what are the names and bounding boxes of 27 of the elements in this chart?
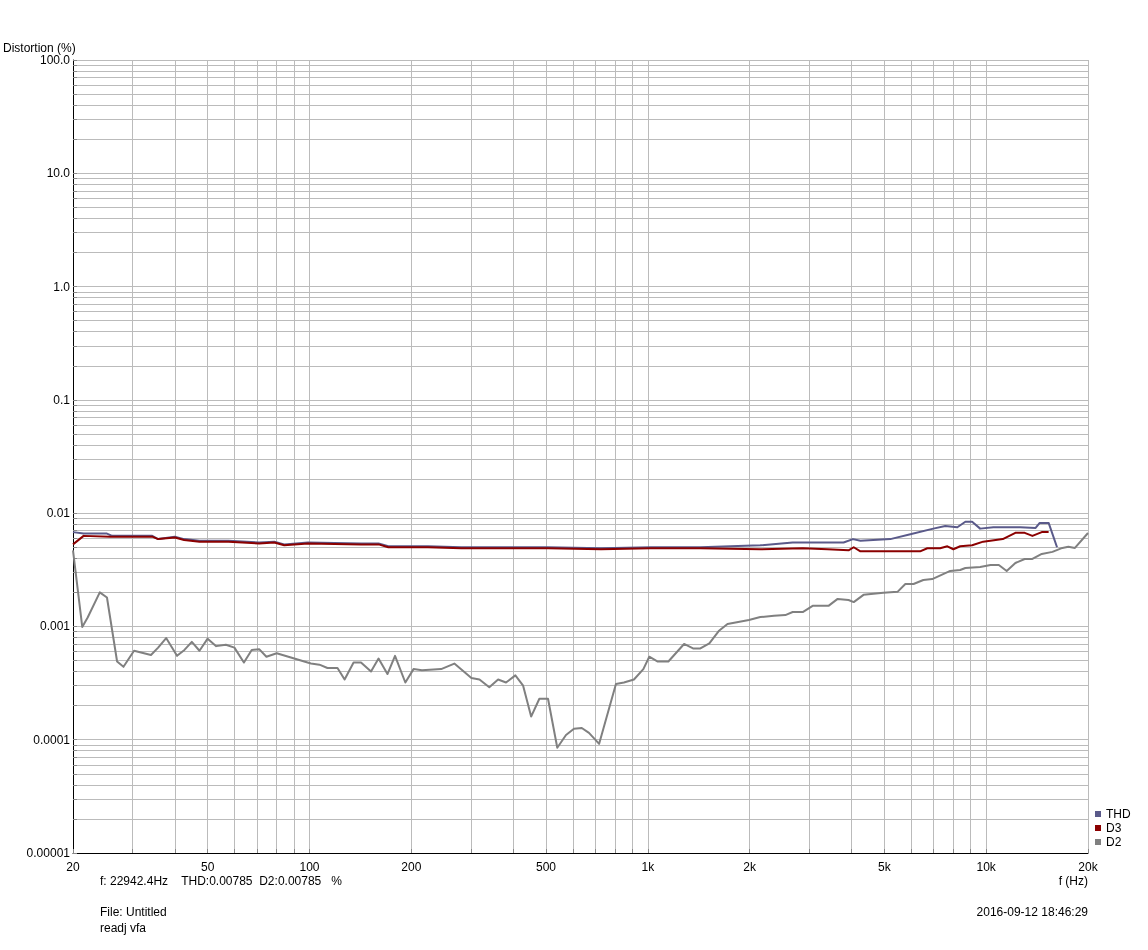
x-axis-title: f (Hz) (1058, 874, 1088, 888)
y-tick-label: 10.0 (46, 166, 71, 181)
text: f: 22942.4Hz THD:0.00785 D2:0.00785 % (100, 874, 343, 888)
x-tick-label: 20k (1078, 860, 1099, 874)
x-tick-label: 2k (743, 860, 757, 874)
y-tick-label: 0.001 (39, 619, 71, 634)
y-tick-label: 0.00001 (26, 846, 71, 860)
y-tick-label: 1.0 (53, 279, 71, 294)
text: readj vfa (100, 921, 147, 935)
x-tick-label: 10k (976, 860, 997, 874)
x-tick-label: 50 (200, 860, 215, 874)
legend-label: D3 (1106, 821, 1122, 835)
y-tick-label: 0.01 (46, 506, 71, 521)
x-tick-label: 20 (66, 860, 80, 874)
y-tick-label: 0.1 (53, 392, 71, 407)
x-tick-label: 1k (641, 860, 656, 874)
y-axis-title: Distortion (%) (3, 41, 76, 56)
x-tick-label: 200 (401, 860, 422, 874)
y-tick-label: 100.0 (39, 53, 71, 67)
text: File: Untitled (100, 905, 167, 919)
x-tick-label: 100 (299, 860, 320, 874)
legend-label: D2 (1106, 835, 1122, 849)
legend-label: THD (1106, 807, 1131, 821)
text: 2016-09-12 18:46:29 (976, 905, 1089, 919)
x-tick-label: 5k (877, 860, 892, 874)
x-tick-label: 500 (535, 860, 557, 874)
y-tick-label: 0.0001 (33, 732, 71, 747)
